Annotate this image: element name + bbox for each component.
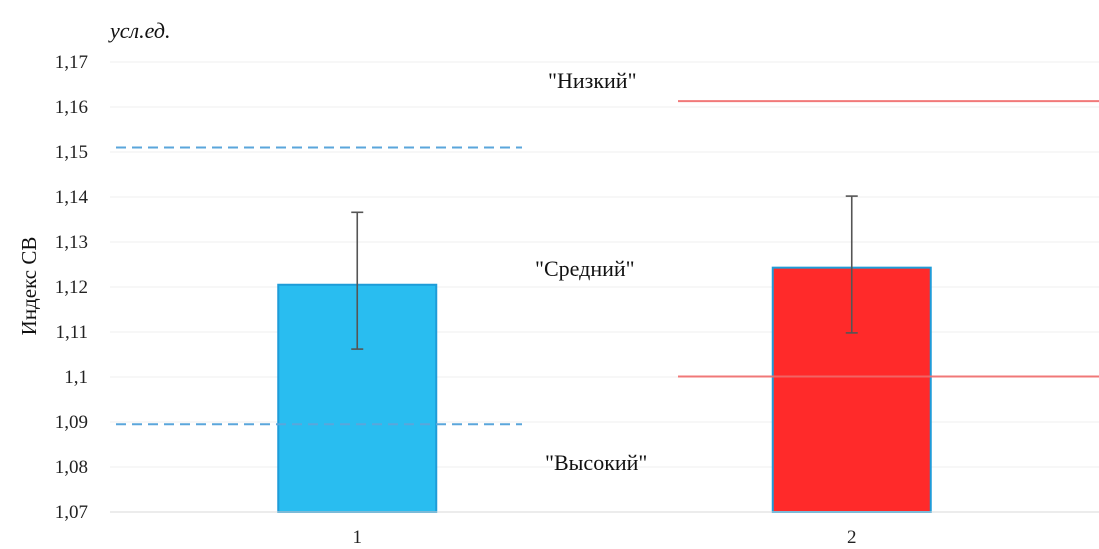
y-tick-labels: 1,07 1,08 1,09 1,1 1,11 1,12 1,13 1,14 1,15 1,16 1… (55, 52, 89, 523)
unit-label: усл.ед. (108, 18, 170, 43)
y-axis-label: Индекс СВ (17, 237, 41, 336)
annotation-high: "Высокий" (545, 450, 647, 475)
y-tick-label: 1,17 (55, 52, 88, 73)
y-tick-label: 1,11 (55, 322, 88, 343)
y-tick-label: 1,14 (55, 187, 89, 208)
y-tick-label: 1,16 (55, 97, 88, 118)
y-tick-label: 1,07 (55, 502, 88, 523)
y-tick-label: 1,08 (55, 457, 88, 478)
x-tick-label: 2 (847, 527, 857, 548)
y-tick-label: 1,09 (55, 412, 88, 433)
annotation-medium: "Средний" (535, 256, 635, 281)
y-tick-label: 1,13 (55, 232, 88, 253)
reference-lines (116, 100, 1099, 426)
error-bars (351, 195, 858, 350)
y-tick-label: 1,15 (55, 142, 88, 163)
gridlines (110, 61, 1099, 468)
y-tick-label: 1,12 (55, 277, 88, 298)
bars (277, 266, 932, 513)
y-tick-label: 1,1 (64, 367, 88, 388)
x-tick-label: 1 (353, 527, 363, 548)
annotation-low: "Низкий" (548, 68, 637, 93)
